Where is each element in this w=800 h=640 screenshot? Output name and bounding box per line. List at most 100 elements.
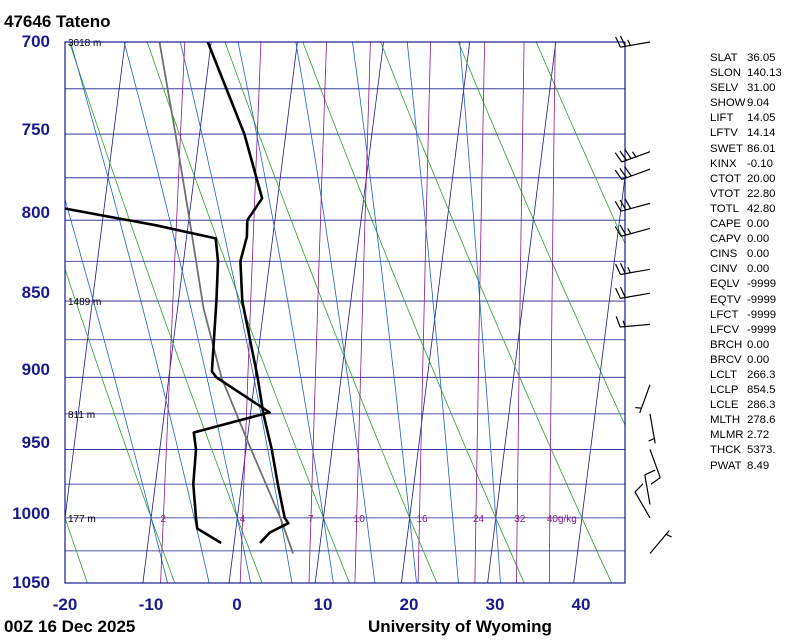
wind-barb-flag (665, 533, 672, 538)
wind-barb-flag (619, 286, 626, 298)
index-value: 286.3 (747, 399, 776, 412)
mixing-ratio-label: 7 (308, 514, 314, 525)
index-row: LFCT -9999 (710, 308, 782, 323)
index-key: SLON (710, 67, 742, 80)
source-label: University of Wyoming (368, 617, 552, 636)
index-key: TOTL (710, 202, 739, 215)
index-key: CAPV (710, 233, 742, 246)
mixing-ratio-line (548, 42, 556, 583)
index-key: EQTV (710, 293, 742, 306)
index-row: CAPE 0.00 (710, 217, 782, 232)
mixing-ratio-label: 2 (160, 514, 166, 525)
isotherm-line (228, 42, 298, 583)
wind-barb-staff (644, 474, 651, 505)
index-row: BRCV 0.00 (710, 353, 782, 368)
index-key: SELV (710, 82, 739, 95)
mixing-ratio-label: 24 (473, 514, 485, 525)
y-tick-label: 850 (21, 283, 50, 302)
index-row: MLMR 2.72 (710, 428, 782, 443)
wind-barb-flag (627, 266, 631, 274)
index-key: LCLP (710, 384, 739, 397)
x-tick-label: 0 (232, 595, 242, 614)
index-value: 140.13 (747, 67, 782, 80)
wind-barb (615, 35, 651, 48)
index-row: PWAT 8.49 (710, 459, 782, 474)
moist-adiabat-line (352, 42, 417, 583)
index-row: EQTV -9999 (710, 293, 782, 308)
wind-barb (614, 224, 651, 237)
wind-barb-flag (644, 469, 656, 476)
wind-barb (614, 166, 651, 180)
moist-adiabat-line (237, 42, 334, 583)
index-key: LCLT (710, 368, 738, 381)
wind-barb (615, 263, 651, 276)
isotherm-line (401, 42, 471, 583)
timestamp-label: 00Z 16 Dec 2025 (4, 617, 136, 636)
index-row: SHOW 9.04 (710, 96, 782, 111)
wind-barb-flag (619, 168, 627, 179)
wind-barb-flag (627, 227, 632, 234)
index-key: CINV (710, 263, 738, 276)
wind-barb-flag (619, 35, 626, 47)
wind-barb-flag (650, 477, 661, 485)
index-value: 266.3 (747, 368, 776, 381)
index-row: MLTH 278.6 (710, 413, 782, 428)
isotherm-line (65, 42, 126, 522)
wind-barb-flag (624, 166, 632, 177)
y-tick-label: 900 (21, 360, 50, 379)
wind-barb (615, 286, 651, 299)
isotherm-line (142, 42, 212, 583)
dry-adiabat-line (380, 42, 612, 583)
index-row: LFTV 14.14 (710, 126, 782, 141)
wind-barb (614, 198, 651, 212)
temperature-line (206, 42, 290, 544)
moist-adiabat-line (179, 42, 293, 583)
index-row: KINX -0.10 (710, 157, 782, 172)
wind-barb-flag (627, 39, 631, 46)
sounding-profiles (65, 42, 294, 554)
index-value: 20.00 (747, 172, 776, 185)
index-row: CTOT 20.00 (710, 172, 782, 187)
mixing-ratio-line (160, 42, 186, 583)
background-lines (65, 42, 625, 583)
height-label: 1489 m (68, 297, 101, 308)
moist-adiabat-line (123, 42, 251, 583)
index-key: MLMR (710, 429, 744, 442)
dry-adiabat-line (146, 42, 350, 583)
index-value: -0.10 (747, 157, 773, 170)
index-key: LFCT (710, 308, 739, 321)
wind-barb-flag (614, 169, 623, 180)
index-row: SLAT 36.05 (710, 51, 782, 66)
isotherm-line (573, 173, 625, 583)
wind-barb-flag (624, 198, 632, 209)
index-key: LFTV (710, 127, 738, 140)
plot-frame (64, 41, 626, 584)
dry-adiabat-line (458, 42, 625, 427)
wind-barb (648, 413, 656, 444)
moist-adiabat-line (65, 197, 168, 583)
index-row: TOTL 42.80 (710, 202, 782, 217)
dry-adiabat-line (535, 42, 625, 245)
index-value: 0.00 (747, 338, 770, 351)
index-value: 2.72 (747, 429, 770, 442)
index-value: -9999 (747, 278, 777, 291)
wind-barb-flag (634, 483, 644, 493)
wind-barb-flag (614, 200, 622, 212)
index-row: LCLT 266.3 (710, 368, 782, 383)
index-value: 0.00 (747, 263, 770, 276)
wind-barb-staff (649, 413, 656, 444)
index-row: SLON 140.13 (710, 66, 782, 81)
wind-barb (644, 469, 656, 505)
wind-barb-flag (619, 199, 627, 211)
x-tick-label: -20 (52, 595, 78, 614)
x-tick-label: 10 (313, 595, 333, 614)
index-value: 278.6 (747, 414, 776, 427)
wind-barbs (614, 35, 672, 554)
index-row: CAPV 0.00 (710, 232, 782, 247)
mixing-ratio-line (474, 42, 485, 583)
height-label: 177 m (68, 514, 96, 525)
dry-adiabat-line (302, 42, 525, 583)
station-title: 47646 Tateno (4, 12, 111, 31)
